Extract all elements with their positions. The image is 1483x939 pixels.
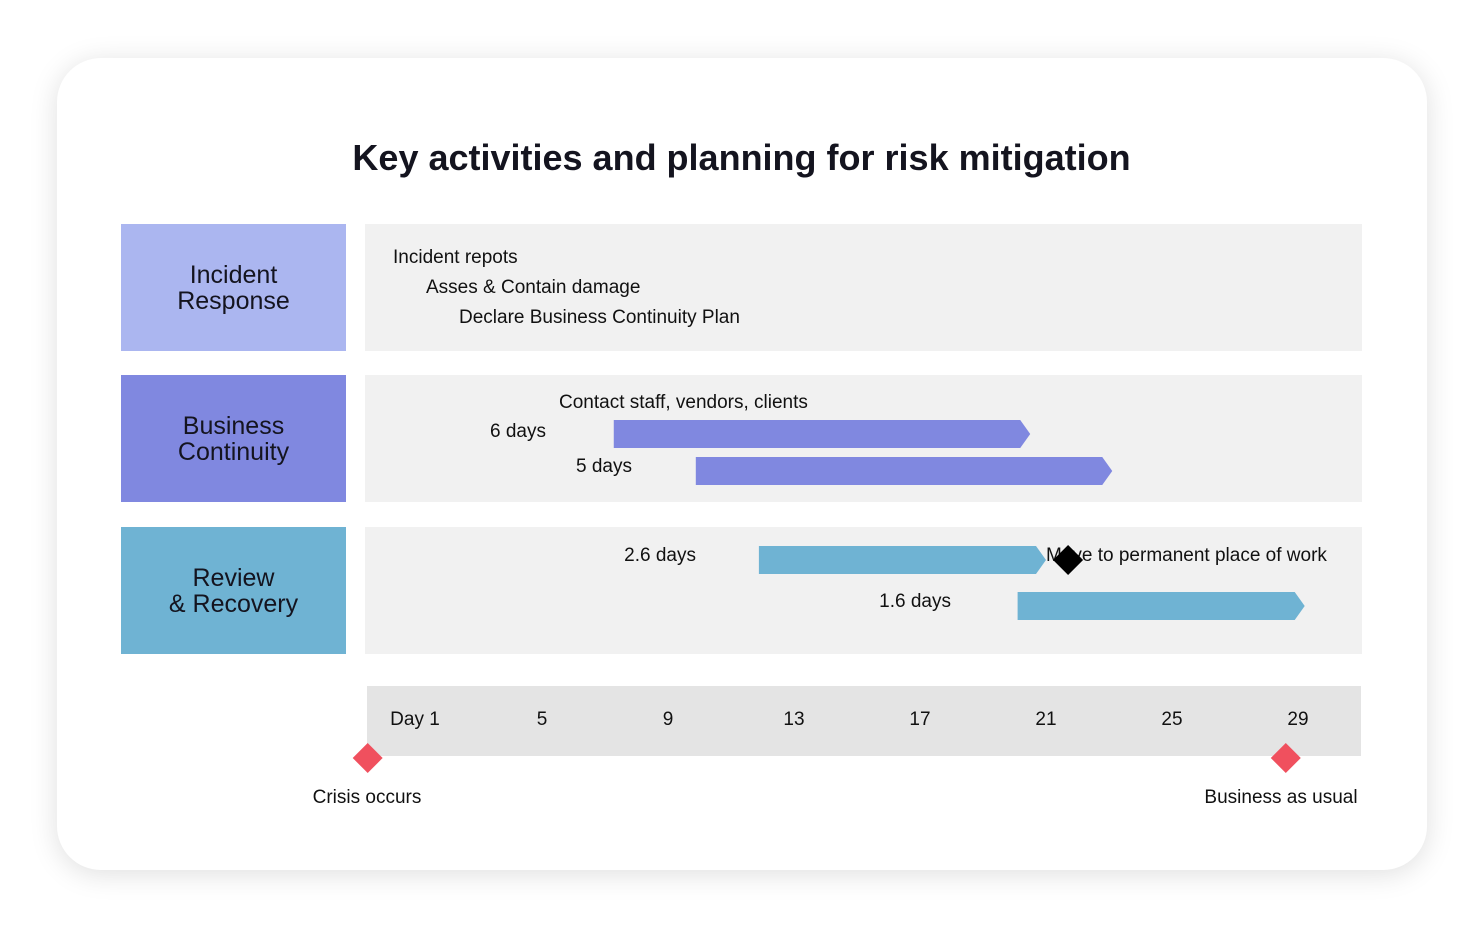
gantt-bar-5-days	[695, 457, 1113, 485]
axis-tick-label: 17	[909, 709, 931, 730]
milestone-diamond-business-as-usual	[1270, 743, 1301, 773]
lane-label-business-continuity: Business Continuity	[121, 375, 346, 502]
lane-label-line: & Recovery	[168, 589, 299, 618]
axis-tick-label: 25	[1161, 709, 1183, 730]
task-incident-reports: Incident repots	[393, 247, 518, 268]
axis-tick-label: 9	[662, 709, 674, 730]
milestone-label-crisis-occurs: Crisis occurs	[312, 787, 422, 808]
task-declare-bcp: Declare Business Continuity Plan	[459, 307, 740, 328]
axis-tick-label: 21	[1035, 709, 1057, 730]
bar-label-2-6-days: 2.6 days	[624, 545, 696, 566]
lane-label-line: Continuity	[177, 437, 290, 466]
task-assess-contain: Asses & Contain damage	[426, 277, 641, 298]
milestone-label-business-as-usual: Business as usual	[1204, 787, 1358, 808]
milestone-diamond-permanent-work	[1053, 545, 1084, 575]
diagram-title: Key activities and planning for risk mit…	[352, 137, 1131, 178]
axis-tick-label: 5	[536, 709, 548, 730]
lane-label-incident-response: Incident Response	[121, 224, 346, 351]
bar-label-5-days: 5 days	[576, 456, 632, 477]
axis-tick-label: 29	[1287, 709, 1309, 730]
lane-label-line: Review	[192, 563, 275, 592]
gantt-bar-6-days	[613, 420, 1031, 448]
axis-tick-label: 13	[783, 709, 805, 730]
task-contact-staff: Contact staff, vendors, clients	[559, 392, 808, 413]
gantt-bar-2-6-days	[758, 546, 1046, 574]
milestone-label-permanent-work: Move to permanent place of work	[1046, 545, 1327, 566]
bar-label-1-6-days: 1.6 days	[879, 591, 951, 612]
lane-label-line: Business	[182, 411, 285, 440]
bar-label-6-days: 6 days	[490, 421, 546, 442]
axis-tick-label: Day 1	[390, 709, 440, 730]
gantt-bar-1-6-days	[1017, 592, 1305, 620]
day-axis	[367, 686, 1361, 756]
milestone-diamond-crisis-occurs	[352, 743, 383, 773]
lane-body-incident-response	[365, 224, 1362, 351]
lane-label-line: Response	[177, 286, 290, 315]
lane-label-review-recovery: Review & Recovery	[121, 527, 346, 654]
lane-label-line: Incident	[189, 260, 278, 289]
